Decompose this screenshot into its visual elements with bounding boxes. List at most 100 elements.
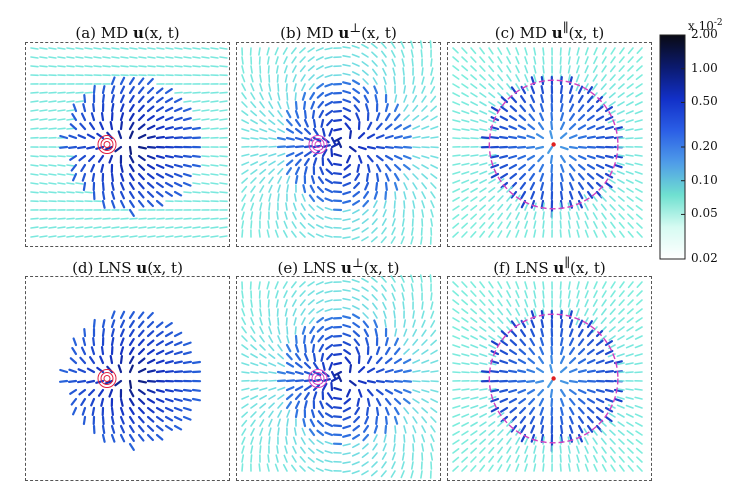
velocity-arrow [410,274,414,283]
velocity-arrow [370,470,378,477]
velocity-arrow [584,47,589,56]
velocity-arrow [479,213,486,220]
velocity-arrow [479,204,487,211]
velocity-arrow [375,346,381,356]
velocity-arrow [626,92,634,98]
velocity-arrow [174,235,183,238]
velocity-arrow [312,136,322,143]
velocity-arrow [584,220,589,229]
velocity-arrow [310,409,316,419]
velocity-arrow [412,434,416,443]
velocity-arrow [601,212,607,220]
velocity-arrow [241,299,245,308]
velocity-arrow [509,406,518,414]
velocity-arrow [625,128,634,132]
velocity-arrow [268,344,275,352]
panel-a-vectors [30,47,228,238]
velocity-arrow [568,145,579,150]
velocity-arrow [567,454,571,463]
velocity-arrow [559,56,562,65]
velocity-arrow [595,125,605,131]
velocity-arrow [568,388,577,396]
velocity-arrow [412,146,421,149]
velocity-arrow [30,155,39,158]
velocity-arrow [411,58,414,67]
velocity-arrow [506,65,512,73]
velocity-arrow [173,97,183,104]
velocity-arrow [250,335,257,343]
velocity-arrow [576,290,580,299]
velocity-arrow [488,101,496,107]
velocity-arrow [419,274,423,283]
velocity-arrow [173,360,183,365]
velocity-arrow [276,136,286,141]
velocity-arrow [155,349,165,356]
velocity-arrow [66,173,75,176]
velocity-arrow [76,145,87,150]
velocity-arrow [497,65,503,73]
velocity-arrow [201,65,210,68]
velocity-arrow [182,370,193,374]
velocity-arrow [452,205,460,211]
velocity-arrow [559,47,562,56]
velocity-arrow [210,173,219,176]
velocity-arrow [79,122,87,131]
velocity-arrow [452,171,461,175]
velocity-arrow [384,397,392,406]
velocity-arrow [164,340,174,347]
velocity-arrow [109,355,114,365]
velocity-arrow [266,47,270,56]
velocity-arrow [183,235,192,238]
velocity-arrow [291,65,297,73]
velocity-arrow [283,65,288,74]
velocity-arrow [164,388,174,393]
velocity-arrow [384,112,391,122]
panel-d-title: (d) LNS u(x, t) [72,259,183,277]
velocity-arrow [352,199,361,206]
velocity-arrow [210,118,219,121]
velocity-arrow [93,47,102,50]
velocity-arrow [391,452,396,461]
velocity-arrow [488,429,496,436]
velocity-arrow [30,235,39,238]
velocity-arrow [635,308,643,315]
velocity-arrow [506,446,512,454]
velocity-arrow [302,184,307,194]
velocity-arrow [452,214,460,220]
velocity-arrow [499,388,509,393]
velocity-arrow [567,463,571,472]
velocity-arrow [146,77,154,86]
velocity-arrow [584,445,589,454]
velocity-arrow [268,160,276,166]
velocity-arrow [315,224,324,229]
velocity-arrow [182,397,192,402]
velocity-arrow [119,328,125,338]
velocity-arrow [277,401,284,409]
velocity-arrow [412,369,421,373]
velocity-arrow [259,362,268,367]
velocity-arrow [530,433,536,443]
cut-off-circle [488,79,619,210]
velocity-arrow [506,186,513,193]
velocity-arrow [515,299,520,308]
velocity-arrow [567,308,571,317]
velocity-arrow [373,190,379,200]
velocity-arrow [515,437,521,445]
velocity-arrow [520,424,527,434]
velocity-arrow [353,104,361,113]
velocity-arrow [506,290,512,299]
velocity-arrow [595,163,605,170]
velocity-arrow [66,191,75,194]
velocity-arrow [497,195,504,202]
velocity-arrow [549,364,554,374]
velocity-arrow [593,229,598,238]
velocity-arrow [394,328,398,337]
velocity-arrow [461,447,469,454]
velocity-arrow [517,154,527,160]
velocity-arrow [626,74,634,81]
velocity-arrow [577,94,584,104]
velocity-arrow [375,154,384,162]
velocity-arrow [627,299,634,306]
velocity-arrow [488,317,495,324]
velocity-arrow [333,387,343,392]
